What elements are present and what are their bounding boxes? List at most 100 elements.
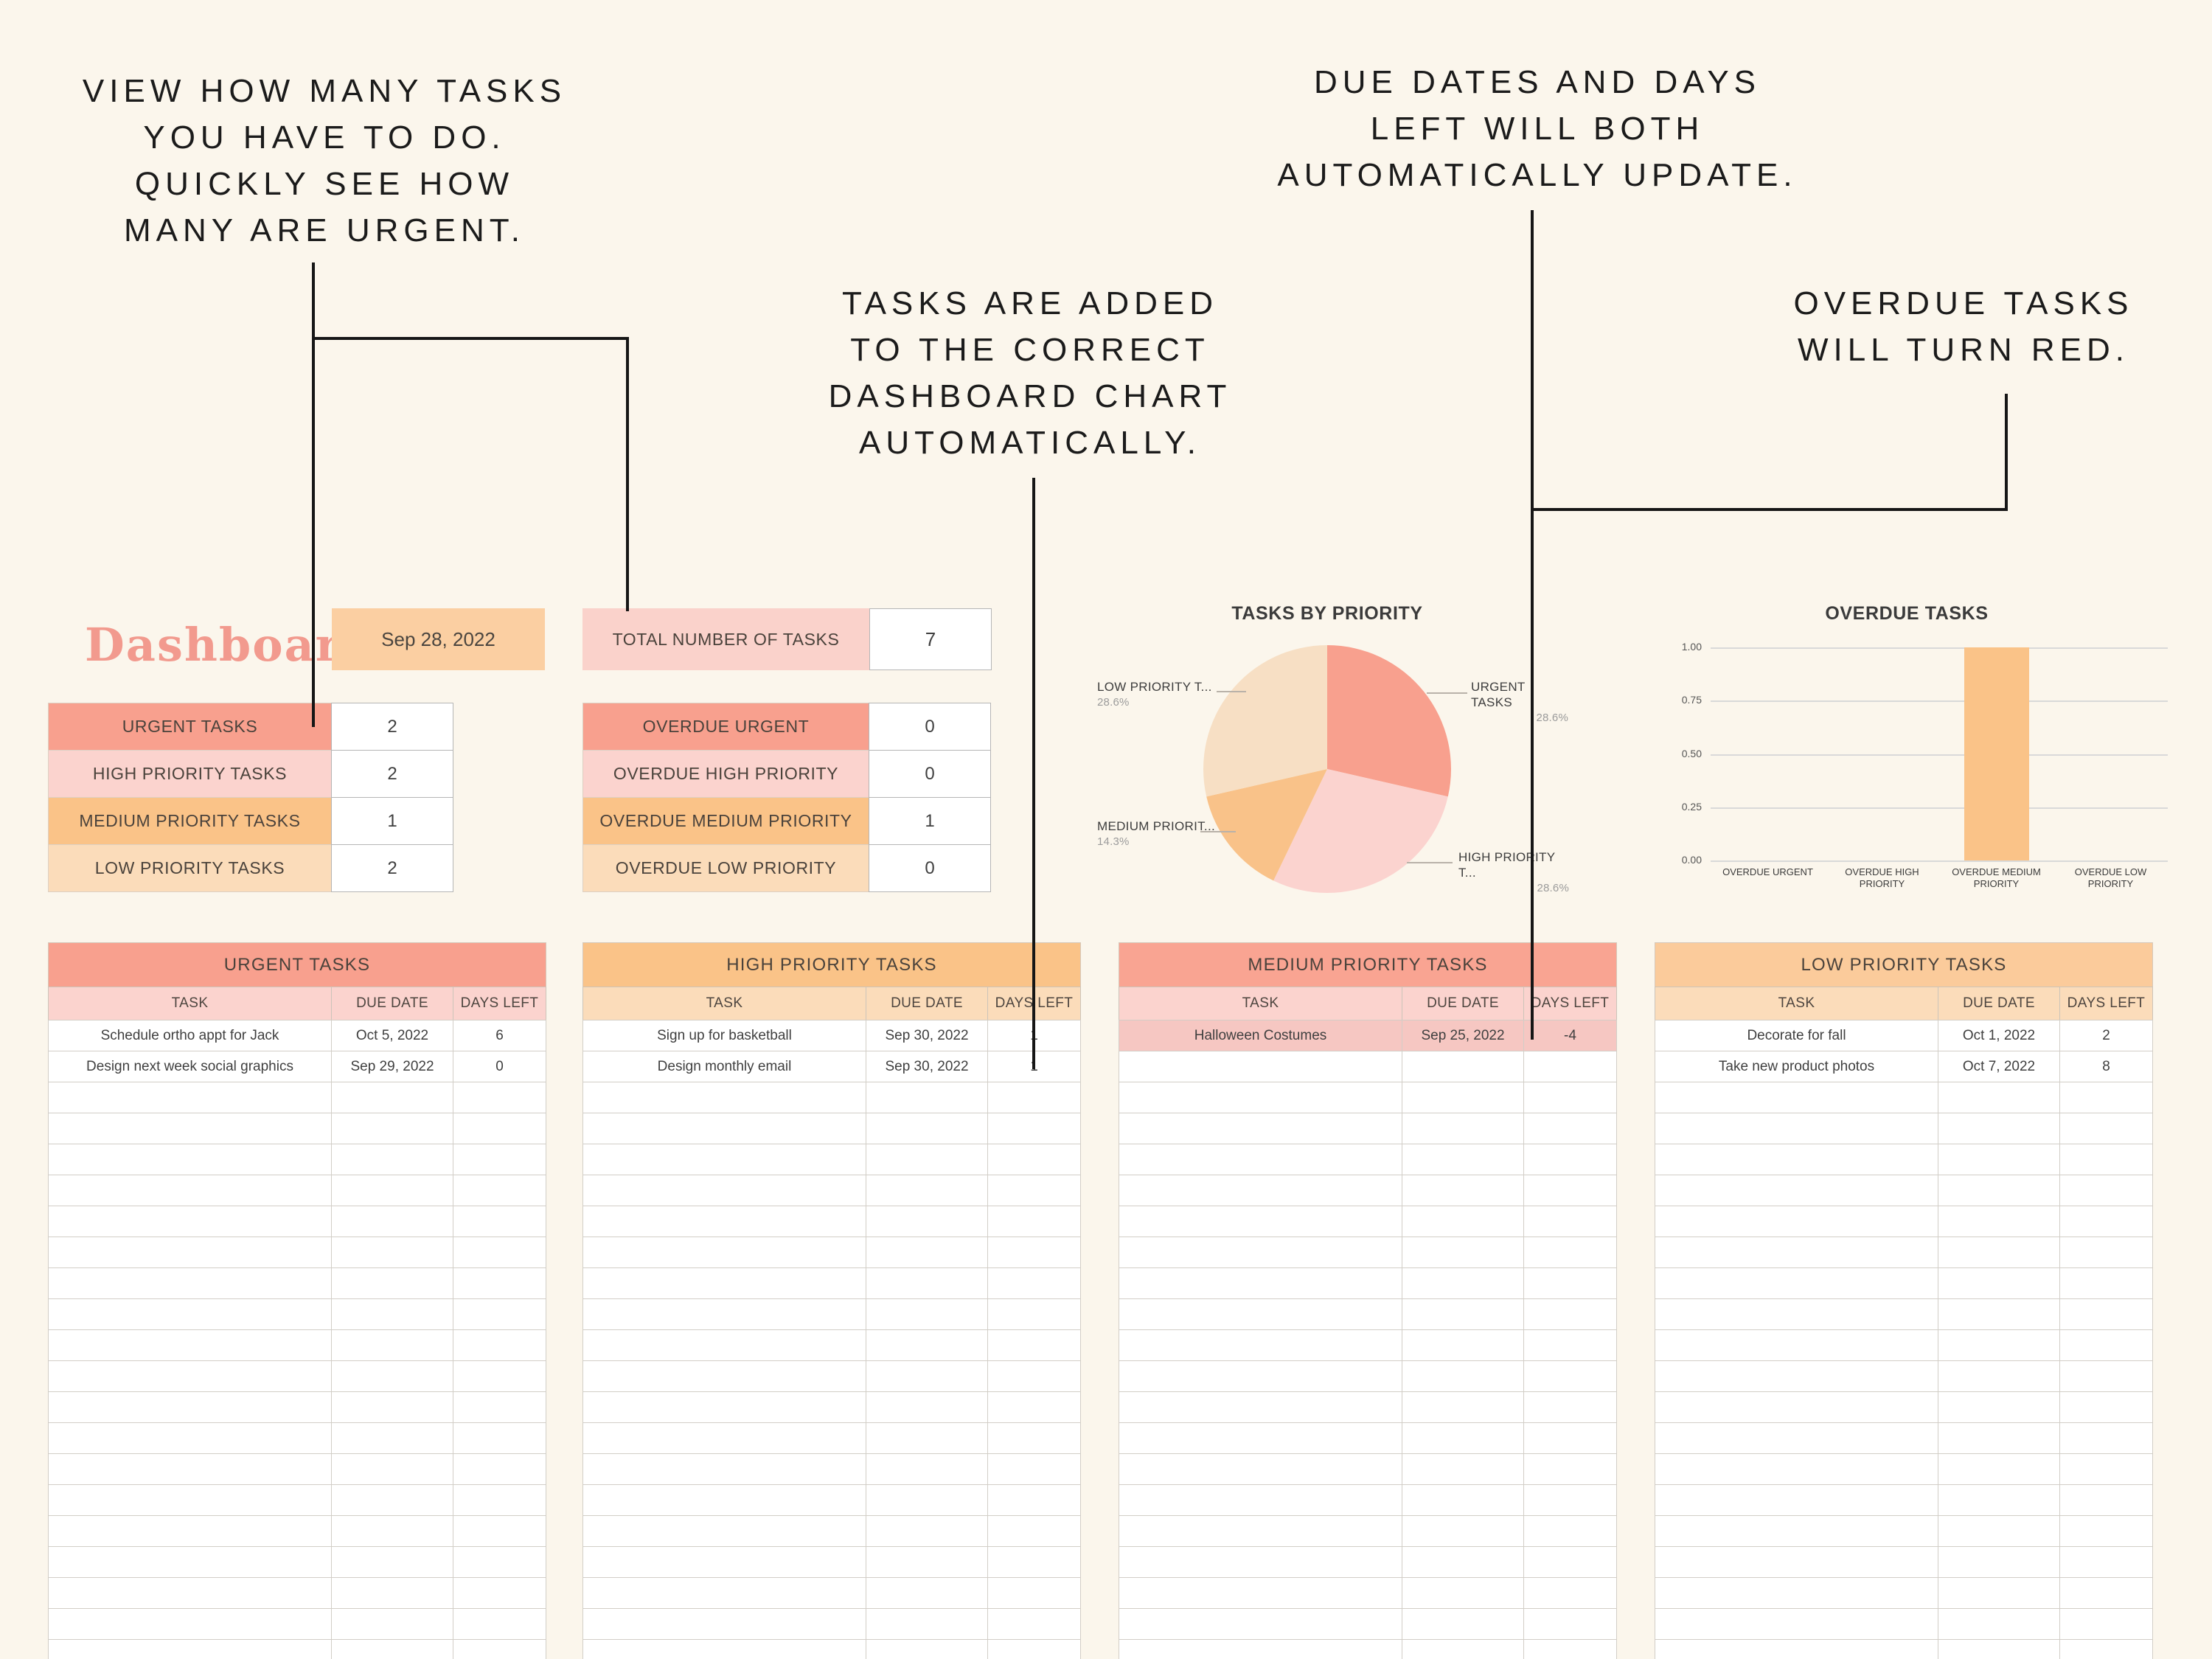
task-cell[interactable] <box>1655 1577 1938 1609</box>
days-left-cell[interactable] <box>2059 1515 2153 1547</box>
due-date-cell[interactable] <box>1402 1267 1524 1299</box>
days-left-cell[interactable] <box>2059 1237 2153 1268</box>
task-cell[interactable] <box>1655 1453 1938 1485</box>
days-left-cell[interactable] <box>987 1515 1081 1547</box>
task-cell[interactable] <box>582 1237 866 1268</box>
due-date-cell[interactable] <box>331 1082 453 1113</box>
due-date-cell[interactable] <box>866 1267 988 1299</box>
days-left-cell[interactable] <box>453 1453 546 1485</box>
task-cell[interactable] <box>1655 1175 1938 1206</box>
task-cell[interactable] <box>1119 1051 1402 1082</box>
due-date-cell[interactable] <box>331 1329 453 1361</box>
due-date-cell[interactable] <box>331 1237 453 1268</box>
task-cell[interactable]: Decorate for fall <box>1655 1020 1938 1051</box>
days-left-cell[interactable] <box>453 1546 546 1578</box>
task-cell[interactable]: Take new product photos <box>1655 1051 1938 1082</box>
days-left-cell[interactable] <box>453 1329 546 1361</box>
days-left-cell[interactable] <box>1523 1175 1617 1206</box>
due-date-cell[interactable] <box>866 1175 988 1206</box>
task-cell[interactable] <box>582 1546 866 1578</box>
task-cell[interactable] <box>582 1267 866 1299</box>
days-left-cell[interactable] <box>1523 1329 1617 1361</box>
task-cell[interactable] <box>582 1391 866 1423</box>
task-cell[interactable] <box>48 1082 332 1113</box>
days-left-cell[interactable] <box>987 1237 1081 1268</box>
due-date-cell[interactable] <box>1402 1360 1524 1392</box>
days-left-cell[interactable] <box>453 1639 546 1659</box>
due-date-cell[interactable] <box>1938 1113 2060 1144</box>
due-date-cell[interactable] <box>1402 1639 1524 1659</box>
task-cell[interactable] <box>48 1391 332 1423</box>
days-left-cell[interactable] <box>987 1608 1081 1640</box>
task-cell[interactable] <box>1655 1546 1938 1578</box>
task-cell[interactable] <box>48 1298 332 1330</box>
task-cell[interactable] <box>48 1639 332 1659</box>
days-left-cell[interactable] <box>1523 1144 1617 1175</box>
days-left-cell[interactable] <box>2059 1113 2153 1144</box>
due-date-cell[interactable] <box>1938 1484 2060 1516</box>
due-date-cell[interactable] <box>866 1546 988 1578</box>
task-cell[interactable] <box>1119 1515 1402 1547</box>
due-date-cell[interactable] <box>331 1484 453 1516</box>
days-left-cell[interactable] <box>987 1113 1081 1144</box>
due-date-cell[interactable]: Oct 5, 2022 <box>331 1020 453 1051</box>
days-left-cell[interactable] <box>1523 1515 1617 1547</box>
due-date-cell[interactable] <box>1402 1298 1524 1330</box>
due-date-cell[interactable] <box>866 1639 988 1659</box>
due-date-cell[interactable] <box>1402 1237 1524 1268</box>
days-left-cell[interactable] <box>1523 1206 1617 1237</box>
days-left-cell[interactable] <box>1523 1051 1617 1082</box>
task-cell[interactable] <box>48 1237 332 1268</box>
task-cell[interactable] <box>1655 1329 1938 1361</box>
task-cell[interactable] <box>1119 1298 1402 1330</box>
summary-value[interactable]: 0 <box>869 750 991 798</box>
days-left-cell[interactable] <box>987 1422 1081 1454</box>
due-date-cell[interactable] <box>1938 1329 2060 1361</box>
due-date-cell[interactable] <box>331 1360 453 1392</box>
due-date-cell[interactable] <box>866 1113 988 1144</box>
due-date-cell[interactable] <box>1402 1577 1524 1609</box>
task-cell[interactable] <box>1655 1298 1938 1330</box>
days-left-cell[interactable] <box>2059 1082 2153 1113</box>
due-date-cell[interactable] <box>1938 1608 2060 1640</box>
task-cell[interactable] <box>1119 1453 1402 1485</box>
task-cell[interactable] <box>1119 1113 1402 1144</box>
due-date-cell[interactable] <box>866 1608 988 1640</box>
due-date-cell[interactable] <box>1402 1051 1524 1082</box>
task-cell[interactable] <box>1655 1360 1938 1392</box>
task-cell[interactable] <box>582 1082 866 1113</box>
days-left-cell[interactable] <box>453 1391 546 1423</box>
due-date-cell[interactable] <box>1402 1329 1524 1361</box>
task-cell[interactable] <box>1655 1639 1938 1659</box>
task-cell[interactable] <box>582 1298 866 1330</box>
days-left-cell[interactable] <box>453 1175 546 1206</box>
task-cell[interactable] <box>48 1608 332 1640</box>
task-cell[interactable] <box>1655 1515 1938 1547</box>
due-date-cell[interactable] <box>1938 1237 2060 1268</box>
task-cell[interactable] <box>1655 1237 1938 1268</box>
due-date-cell[interactable] <box>1938 1267 2060 1299</box>
days-left-cell[interactable] <box>1523 1298 1617 1330</box>
due-date-cell[interactable] <box>331 1206 453 1237</box>
task-cell[interactable] <box>1655 1608 1938 1640</box>
days-left-cell[interactable] <box>453 1237 546 1268</box>
task-cell[interactable] <box>582 1515 866 1547</box>
task-cell[interactable] <box>48 1113 332 1144</box>
days-left-cell[interactable] <box>987 1298 1081 1330</box>
task-cell[interactable] <box>1119 1082 1402 1113</box>
due-date-cell[interactable] <box>1402 1422 1524 1454</box>
days-left-cell[interactable] <box>987 1391 1081 1423</box>
task-cell[interactable] <box>48 1577 332 1609</box>
date-cell[interactable]: Sep 28, 2022 <box>332 608 545 670</box>
due-date-cell[interactable] <box>866 1206 988 1237</box>
due-date-cell[interactable] <box>331 1546 453 1578</box>
days-left-cell[interactable] <box>2059 1206 2153 1237</box>
due-date-cell[interactable] <box>1938 1360 2060 1392</box>
summary-value[interactable]: 2 <box>331 844 453 892</box>
due-date-cell[interactable] <box>866 1144 988 1175</box>
due-date-cell[interactable] <box>1402 1515 1524 1547</box>
days-left-cell[interactable] <box>1523 1422 1617 1454</box>
task-cell[interactable] <box>1119 1577 1402 1609</box>
days-left-cell[interactable] <box>987 1639 1081 1659</box>
days-left-cell[interactable] <box>453 1298 546 1330</box>
